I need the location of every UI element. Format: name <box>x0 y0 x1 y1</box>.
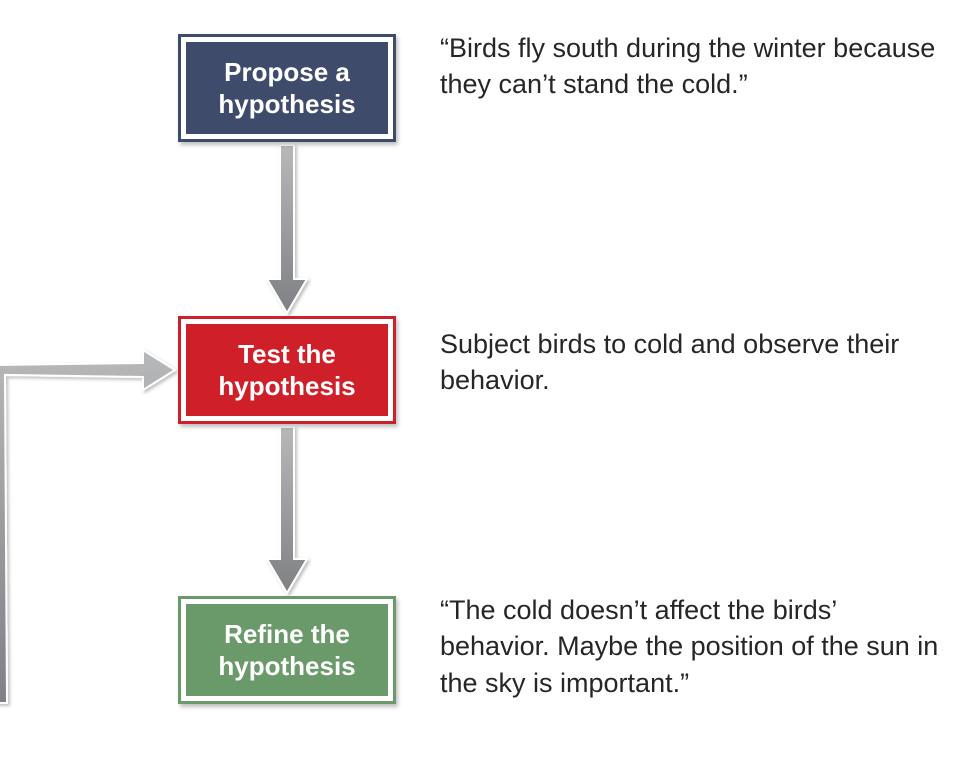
arrow-a3 <box>0 350 175 703</box>
node-test: Test the hypothesis <box>178 316 396 424</box>
node-label: Test the hypothesis <box>218 338 355 403</box>
node-label: Refine the hypothesis <box>218 618 355 683</box>
node-refine: Refine the hypothesis <box>178 596 396 704</box>
arrow-a1 <box>267 145 307 313</box>
node-label: Propose a hypothesis <box>218 56 355 121</box>
flowchart-canvas: Propose a hypothesis Test the hypothesis R… <box>0 0 955 783</box>
node-propose: Propose a hypothesis <box>178 34 396 142</box>
cap-propose: “Birds fly south during the winter becau… <box>440 30 940 103</box>
cap-refine: “The cold doesn’t affect the birds’ beha… <box>440 592 940 701</box>
arrow-a2 <box>267 427 307 593</box>
cap-test: Subject birds to cold and observe their … <box>440 326 940 399</box>
